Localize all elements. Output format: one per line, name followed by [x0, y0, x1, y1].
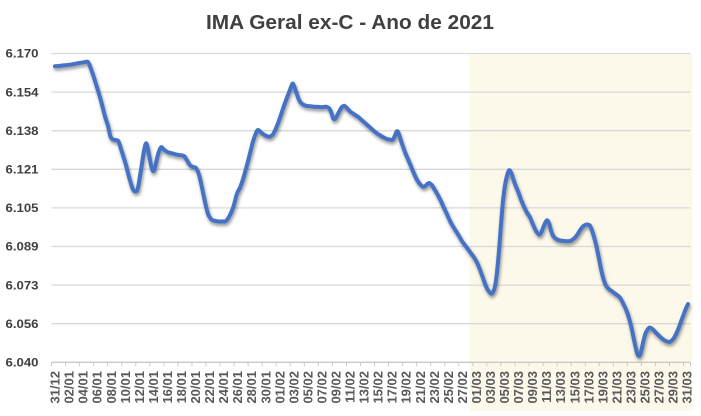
- svg-text:06/01: 06/01: [90, 371, 105, 404]
- svg-text:21/02: 21/02: [413, 371, 428, 404]
- svg-text:6.056: 6.056: [6, 317, 39, 331]
- svg-text:10/01: 10/01: [118, 371, 133, 404]
- svg-text:19/02: 19/02: [399, 371, 414, 404]
- svg-text:08/01: 08/01: [104, 371, 119, 404]
- svg-text:23/02: 23/02: [427, 371, 442, 404]
- svg-text:11/03: 11/03: [539, 371, 554, 403]
- svg-text:07/02: 07/02: [315, 371, 330, 404]
- svg-text:29/03: 29/03: [666, 371, 681, 404]
- svg-text:04/01: 04/01: [76, 371, 91, 404]
- svg-text:13/02: 13/02: [357, 371, 372, 404]
- svg-text:03/03: 03/03: [483, 371, 498, 404]
- svg-text:6.154: 6.154: [6, 85, 39, 99]
- svg-text:12/01: 12/01: [132, 371, 147, 404]
- svg-text:13/03: 13/03: [553, 371, 568, 404]
- svg-text:6.073: 6.073: [6, 278, 39, 292]
- svg-text:05/02: 05/02: [300, 371, 315, 404]
- svg-text:24/01: 24/01: [216, 371, 231, 404]
- svg-text:07/03: 07/03: [511, 371, 526, 404]
- svg-text:31/12: 31/12: [48, 371, 63, 404]
- svg-text:18/01: 18/01: [174, 371, 189, 404]
- svg-text:28/01: 28/01: [244, 371, 259, 404]
- svg-text:19/03: 19/03: [595, 371, 610, 404]
- svg-text:6.121: 6.121: [6, 163, 39, 177]
- svg-text:09/02: 09/02: [329, 371, 344, 404]
- svg-text:01/02: 01/02: [272, 371, 287, 404]
- svg-text:25/02: 25/02: [441, 371, 456, 404]
- svg-text:01/03: 01/03: [469, 371, 484, 404]
- svg-text:09/03: 09/03: [525, 371, 540, 404]
- svg-text:27/03: 27/03: [652, 371, 667, 404]
- svg-text:6.040: 6.040: [6, 356, 39, 370]
- svg-text:17/03: 17/03: [581, 371, 596, 404]
- svg-text:11/02: 11/02: [343, 371, 358, 403]
- svg-text:26/01: 26/01: [230, 371, 245, 404]
- svg-text:16/01: 16/01: [160, 371, 175, 404]
- svg-text:21/03: 21/03: [609, 371, 624, 404]
- svg-text:15/03: 15/03: [567, 371, 582, 404]
- svg-text:6.105: 6.105: [6, 201, 39, 215]
- svg-text:17/02: 17/02: [385, 371, 400, 404]
- svg-text:20/01: 20/01: [188, 371, 203, 404]
- svg-text:6.138: 6.138: [6, 124, 39, 138]
- svg-text:6.170: 6.170: [6, 47, 39, 61]
- svg-text:22/01: 22/01: [202, 371, 217, 404]
- svg-text:15/02: 15/02: [371, 371, 386, 404]
- svg-text:31/03: 31/03: [680, 371, 695, 404]
- svg-text:02/01: 02/01: [62, 371, 77, 404]
- svg-text:6.089: 6.089: [6, 240, 39, 254]
- svg-text:27/02: 27/02: [455, 371, 470, 404]
- svg-text:25/03: 25/03: [638, 371, 653, 404]
- svg-text:14/01: 14/01: [146, 371, 161, 404]
- svg-text:23/03: 23/03: [623, 371, 638, 404]
- svg-text:05/03: 05/03: [497, 371, 512, 404]
- svg-text:03/02: 03/02: [286, 371, 301, 404]
- svg-text:30/01: 30/01: [258, 371, 273, 404]
- svg-text:IMA Geral ex-C - Ano de 2021: IMA Geral ex-C - Ano de 2021: [206, 12, 494, 34]
